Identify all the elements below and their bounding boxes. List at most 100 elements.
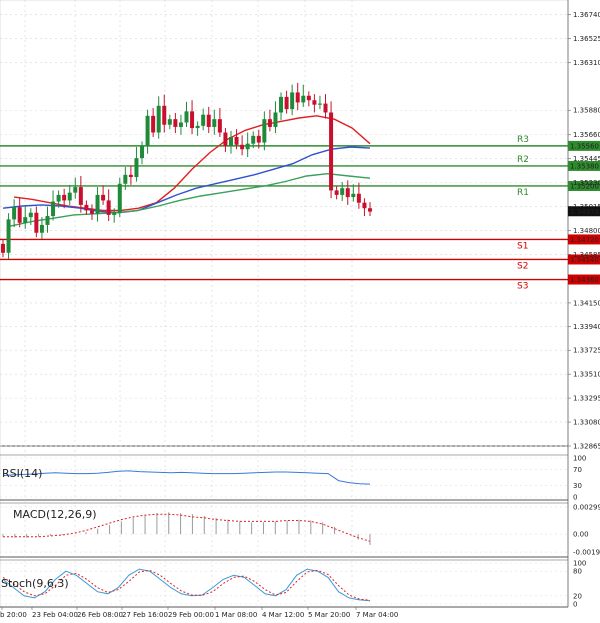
y-tick-label: 1.35880 xyxy=(573,107,600,115)
candle-body xyxy=(195,125,200,129)
candle-body xyxy=(362,202,367,209)
candle-body xyxy=(301,95,306,103)
y-tick-label: 1.33295 xyxy=(573,395,600,403)
candle-body xyxy=(178,122,183,127)
level-price-label: 1.35380 xyxy=(570,163,599,171)
candle-body xyxy=(217,119,222,133)
panel-tick-label: 0.002992 xyxy=(573,503,600,511)
level-price-label: 1.35560 xyxy=(570,142,599,150)
candle-body xyxy=(95,194,100,214)
candle-body xyxy=(273,112,278,127)
rsi-panel: 100 70 30 0 RSI(14) xyxy=(0,455,586,502)
panel-tick-label: -0.001985 xyxy=(573,549,600,557)
x-tick-label: 29 Feb 00:00 xyxy=(168,611,214,619)
candle-body xyxy=(295,92,300,103)
level-price-box xyxy=(568,160,600,171)
candle-body xyxy=(23,217,28,223)
time-axis: b 20:00 23 Feb 04:00 26 Feb 08:00 27 Feb 16… xyxy=(0,607,398,619)
x-tick-label: 26 Feb 08:00 xyxy=(77,611,123,619)
candle-body xyxy=(28,212,33,218)
y-tick-label: 1.33080 xyxy=(573,419,600,427)
candle-body xyxy=(317,103,322,105)
x-tick-label: 4 Mar 12:00 xyxy=(262,611,304,619)
y-tick-label: 1.33510 xyxy=(573,371,600,379)
y-tick-label: 1.34150 xyxy=(573,299,600,307)
rsi-label: RSI(14) xyxy=(2,467,42,480)
candle-body xyxy=(368,208,372,212)
candle-body xyxy=(262,119,267,143)
level-price-label: 1.34540 xyxy=(570,256,599,264)
candle-body xyxy=(312,100,317,105)
candle-body xyxy=(34,212,39,233)
level-price-label: 1.34720 xyxy=(570,236,599,244)
level-name-r1: R1 xyxy=(517,188,529,198)
rsi-line xyxy=(2,470,371,485)
y-tick-label: 1.36525 xyxy=(573,35,600,43)
candle-body xyxy=(340,188,345,195)
current-price-box xyxy=(568,206,600,217)
level-price-box xyxy=(568,180,600,191)
candle-body xyxy=(234,136,239,145)
y-tick-label: 1.36310 xyxy=(573,59,600,67)
level-price-box xyxy=(568,274,600,285)
moving-averages xyxy=(2,115,371,227)
candle-body xyxy=(78,187,83,205)
candle-body xyxy=(284,96,289,110)
candle-body xyxy=(156,105,161,133)
ma-line-2 xyxy=(10,172,371,227)
candle-body xyxy=(240,144,245,150)
candle-body xyxy=(256,135,261,143)
price-axis: 1.36740 1.36525 1.36310 1.35880 1.35660 1.354… xyxy=(568,11,600,451)
x-tick-label: 23 Feb 04:00 xyxy=(32,611,78,619)
y-tick-label: 1.35660 xyxy=(573,131,600,139)
candle-body xyxy=(51,201,56,217)
candle-body xyxy=(323,103,328,113)
candle-body xyxy=(56,194,61,202)
candle-body xyxy=(212,119,217,127)
level-name-s2: S2 xyxy=(517,261,528,271)
y-tick-label: 1.35445 xyxy=(573,155,600,163)
candle-body xyxy=(123,174,128,184)
candle-body xyxy=(39,224,44,233)
stoch-k-line xyxy=(2,568,371,602)
panel-tick-label: 80 xyxy=(573,568,582,576)
panel-tick-label: 0.00 xyxy=(573,531,589,539)
macd-label: MACD(12,26,9) xyxy=(13,508,97,521)
candle-body xyxy=(345,188,350,198)
level-price-box xyxy=(568,234,600,245)
candle-body xyxy=(101,194,106,201)
candle-body xyxy=(67,192,72,201)
candle-body xyxy=(151,115,156,133)
panel-tick-label: 70 xyxy=(573,466,582,474)
panel-tick-label: 20 xyxy=(573,592,582,600)
macd-signal-line xyxy=(3,513,371,542)
level-name-s3: S3 xyxy=(517,282,528,292)
candle-body xyxy=(267,119,272,127)
x-tick-label: 7 Mar 04:00 xyxy=(356,611,398,619)
current-price-label: 1.34973 xyxy=(570,208,599,216)
candle-body xyxy=(112,212,117,215)
stoch-d-line xyxy=(2,569,371,601)
candle-body xyxy=(89,210,94,214)
candle-body xyxy=(228,136,233,146)
macd-panel: 0.002992 0.00 -0.001985 MACD(12,26,9) xyxy=(0,503,600,557)
x-tick-label: b 20:00 xyxy=(0,611,27,619)
candle-body xyxy=(12,207,17,220)
candle-body xyxy=(17,207,22,223)
candles xyxy=(1,82,372,259)
candle-body xyxy=(184,111,189,123)
panel-tick-label: 0 xyxy=(573,601,577,609)
candle-body xyxy=(167,119,172,125)
ma-line-1 xyxy=(2,146,371,214)
stoch-label: Stoch(9,6,3) xyxy=(1,577,69,590)
level-price-label: 1.35200 xyxy=(570,183,599,191)
candle-body xyxy=(201,114,206,126)
candle-body xyxy=(356,193,361,203)
y-tick-label: 1.34585 xyxy=(573,251,600,259)
candle-body xyxy=(6,219,11,253)
candle-body xyxy=(84,204,89,211)
y-tick-label: 1.35230 xyxy=(573,179,600,187)
candle-body xyxy=(134,158,139,178)
panel-tick-label: 100 xyxy=(573,560,586,568)
